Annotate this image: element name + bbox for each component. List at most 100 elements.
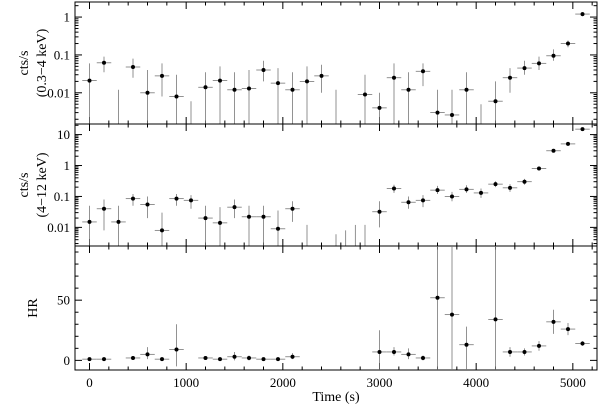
data-point xyxy=(566,141,570,146)
data-point xyxy=(392,186,396,191)
data-point xyxy=(174,347,179,352)
data-point xyxy=(450,194,454,199)
data-point xyxy=(218,78,222,83)
y-axis-label: cts/s xyxy=(17,173,32,198)
data-point xyxy=(435,188,440,193)
data-point xyxy=(450,312,454,317)
data-point xyxy=(421,355,425,360)
data-point xyxy=(464,87,469,92)
y-tick-label: 0 xyxy=(64,353,71,368)
data-point xyxy=(102,357,106,362)
data-point xyxy=(566,327,570,332)
data-point xyxy=(203,216,208,221)
data-point xyxy=(508,349,512,354)
y-tick-label: 50 xyxy=(57,293,70,308)
data-point xyxy=(87,357,92,362)
x-axis-label: Time (s) xyxy=(312,390,360,405)
data-point xyxy=(363,92,367,97)
data-point xyxy=(508,185,512,190)
x-tick-label: 4000 xyxy=(463,375,489,390)
y-tick-label: 1 xyxy=(64,10,71,25)
panel-frame-hard xyxy=(74,123,598,247)
data-point xyxy=(421,69,425,74)
y-tick-label: 0.1 xyxy=(54,47,70,62)
data-point xyxy=(450,112,454,117)
data-point xyxy=(537,343,541,348)
data-point xyxy=(537,166,541,171)
data-point xyxy=(551,319,556,324)
data-point xyxy=(290,206,295,211)
data-point xyxy=(87,78,92,83)
data-point xyxy=(580,341,585,346)
data-point xyxy=(203,355,208,360)
data-point xyxy=(566,41,570,46)
data-point xyxy=(174,196,179,201)
data-point xyxy=(493,99,498,104)
data-point xyxy=(247,355,251,360)
data-point xyxy=(392,349,396,354)
data-point xyxy=(435,110,440,115)
data-point xyxy=(145,352,150,357)
data-point xyxy=(203,85,208,90)
data-point xyxy=(290,354,295,359)
data-point xyxy=(406,87,411,92)
data-point xyxy=(421,198,425,203)
data-point xyxy=(232,87,237,92)
data-point xyxy=(131,355,135,360)
data-point xyxy=(551,53,556,58)
data-point xyxy=(508,75,512,80)
data-point xyxy=(189,198,193,203)
data-point xyxy=(377,209,382,214)
x-tick-label: 2000 xyxy=(270,375,296,390)
data-point xyxy=(174,94,179,99)
data-point xyxy=(580,12,585,17)
data-point xyxy=(479,190,483,195)
data-point xyxy=(160,73,164,78)
y-tick-label: 0.1 xyxy=(54,189,70,204)
x-tick-label: 5000 xyxy=(560,375,586,390)
data-point xyxy=(392,75,396,80)
data-point xyxy=(218,357,222,362)
data-point xyxy=(319,73,324,78)
data-point xyxy=(160,357,164,362)
data-point xyxy=(435,295,440,300)
data-point xyxy=(522,349,527,354)
data-point xyxy=(522,66,527,71)
data-point xyxy=(261,68,266,73)
data-point xyxy=(261,357,266,362)
data-point xyxy=(493,317,498,322)
data-point xyxy=(522,179,527,184)
data-point xyxy=(406,200,411,205)
data-point xyxy=(87,219,92,224)
data-point xyxy=(131,196,135,201)
data-point xyxy=(551,148,556,153)
data-point xyxy=(247,86,251,91)
data-point xyxy=(102,206,106,211)
data-point xyxy=(464,187,469,192)
data-point xyxy=(116,219,121,224)
data-point xyxy=(247,214,251,219)
data-point xyxy=(493,182,498,187)
y-tick-label: 0.01 xyxy=(47,220,70,235)
data-point xyxy=(377,349,382,354)
data-point xyxy=(218,220,222,225)
data-point xyxy=(276,357,280,362)
y-axis-label: (0.3−4 keV) xyxy=(35,28,50,97)
data-point xyxy=(145,202,150,207)
data-point xyxy=(131,65,135,70)
data-point xyxy=(102,60,106,65)
y-axis-label: (4−12 keV) xyxy=(35,152,50,217)
data-point xyxy=(276,81,280,86)
panel-frame-hr xyxy=(74,245,598,371)
y-axis-label: HR xyxy=(26,298,41,318)
data-point xyxy=(145,90,150,95)
data-point xyxy=(160,228,164,233)
data-point xyxy=(232,205,237,210)
data-point xyxy=(537,61,541,66)
y-axis-label: cts/s xyxy=(17,51,32,76)
data-point xyxy=(276,226,280,231)
data-point xyxy=(290,87,295,92)
x-tick-label: 1000 xyxy=(173,375,199,390)
data-point xyxy=(406,352,411,357)
